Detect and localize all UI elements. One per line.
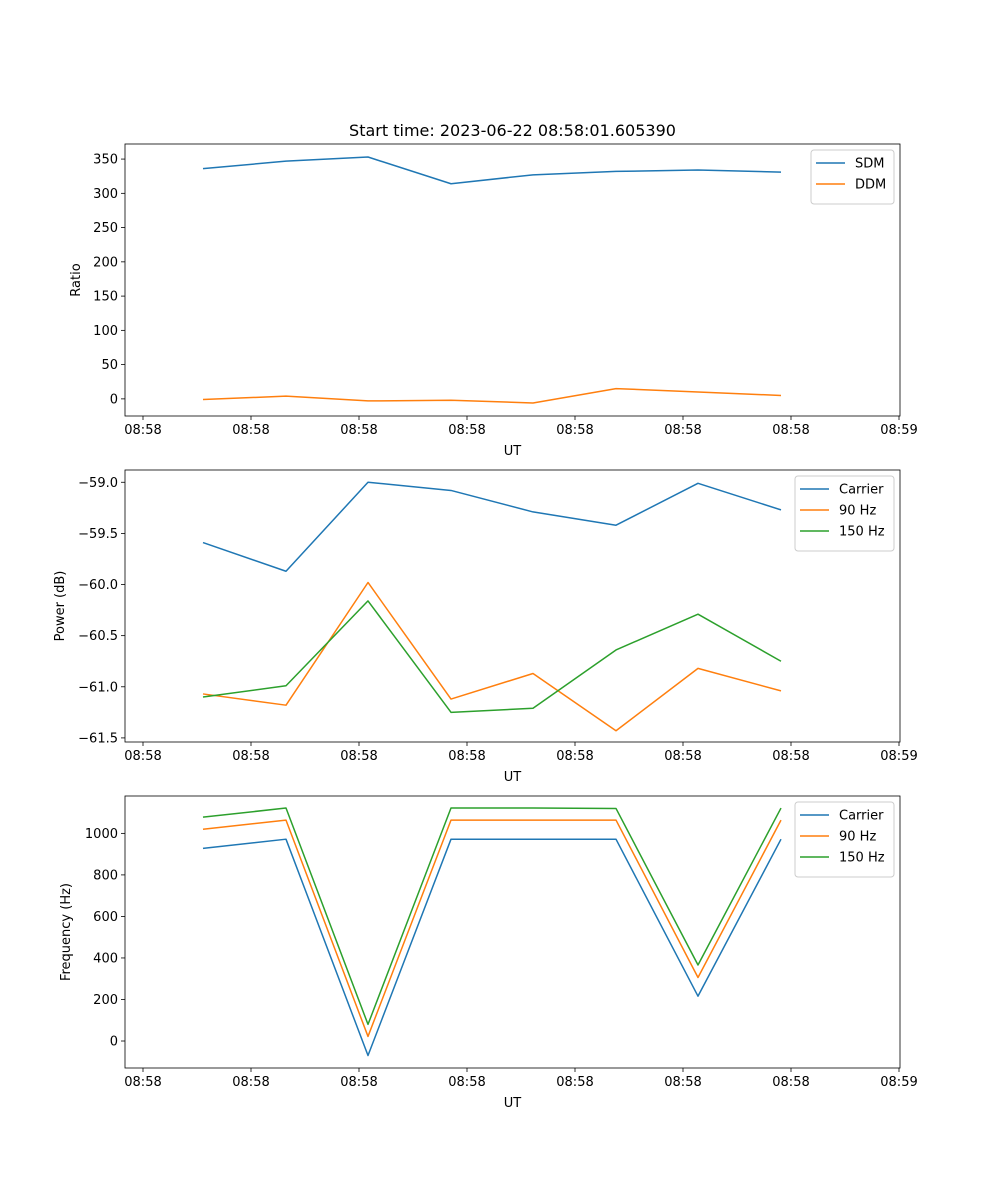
legend-box [794, 475, 895, 552]
y-tick-label: 400 [93, 951, 118, 966]
x-tick-label: 08:58 [556, 749, 593, 764]
y-tick-label: 100 [93, 324, 118, 339]
x-tick-label: 08:58 [124, 1075, 161, 1090]
y-tick-label: 300 [93, 187, 118, 202]
y-tick-label: 350 [93, 153, 118, 168]
series-line-90-hz [202, 581, 782, 732]
x-tick-label: 08:59 [880, 749, 917, 764]
y-tick-label: 250 [93, 221, 118, 236]
legend: Carrier 90 Hz 150 Hz [794, 801, 895, 878]
series-line-ddm [202, 387, 782, 404]
legend: SDM DDM [810, 149, 895, 205]
x-tick-label: 08:58 [232, 423, 269, 438]
x-tick-label: 08:58 [340, 749, 377, 764]
x-tick-label: 08:59 [880, 1075, 917, 1090]
y-tick-label: 200 [93, 993, 118, 1008]
series-line-sdm [202, 156, 782, 185]
legend-entry: DDM [855, 178, 886, 193]
chart-title: Start time: 2023-06-22 08:58:01.605390 [349, 121, 676, 140]
y-axis-label: Power (dB) [53, 571, 68, 642]
y-tick-label: 50 [101, 358, 118, 373]
series-line-carrier [202, 481, 782, 572]
x-tick-label: 08:58 [448, 423, 485, 438]
y-tick-label: 1000 [85, 827, 118, 842]
y-axis-label: Ratio [69, 263, 84, 296]
x-tick-label: 08:58 [124, 423, 161, 438]
y-tick-label: −59.5 [78, 527, 118, 542]
y-tick-label: −59.0 [78, 476, 118, 491]
panel-1: 08:58 08:58 08:58 08:58 08:58 08:58 08:58 08:59… [69, 121, 918, 459]
y-tick-label: −61.0 [78, 680, 118, 695]
x-tick-label: 08:58 [556, 423, 593, 438]
panel-3: 08:58 08:58 08:58 08:58 08:58 08:58 08:58 08:59… [59, 795, 918, 1111]
x-tick-label: 08:58 [232, 1075, 269, 1090]
y-tick-label: 600 [93, 910, 118, 925]
x-tick-label: 08:58 [340, 1075, 377, 1090]
x-tick-label: 08:58 [772, 1075, 809, 1090]
y-axis-label: Frequency (Hz) [59, 883, 74, 981]
legend-entry: Carrier [839, 483, 884, 498]
y-tick-label: −60.0 [78, 578, 118, 593]
y-tick-label: 150 [93, 290, 118, 305]
x-tick-label: 08:58 [448, 749, 485, 764]
x-tick-label: 08:58 [232, 749, 269, 764]
y-tick-label: 0 [110, 392, 118, 407]
series-line-90-hz [202, 819, 782, 1038]
x-tick-label: 08:58 [448, 1075, 485, 1090]
x-tick-label: 08:58 [772, 423, 809, 438]
x-tick-label: 08:58 [124, 749, 161, 764]
y-tick-label: 800 [93, 868, 118, 883]
legend-entry: Carrier [839, 809, 884, 824]
y-tick-label: −61.5 [78, 731, 118, 746]
panel-2: 08:58 08:58 08:58 08:58 08:58 08:58 08:58 08:59… [53, 469, 918, 785]
legend-entry: 150 Hz [839, 851, 885, 866]
axes-frame [124, 143, 901, 417]
x-axis-label: UT [504, 444, 522, 459]
y-tick-label: 0 [110, 1035, 118, 1050]
x-tick-label: 08:58 [556, 1075, 593, 1090]
x-tick-label: 08:58 [664, 749, 701, 764]
legend-entry: 90 Hz [839, 830, 876, 845]
x-tick-label: 08:58 [772, 749, 809, 764]
y-tick-label: −60.5 [78, 629, 118, 644]
legend-box [794, 801, 895, 878]
series-line-150-hz [202, 600, 782, 714]
legend-entry: 90 Hz [839, 504, 876, 519]
x-axis-label: UT [504, 1096, 522, 1111]
axes-frame [124, 469, 901, 743]
x-tick-label: 08:58 [664, 423, 701, 438]
series-line-150-hz [202, 807, 782, 1026]
y-tick-label: 200 [93, 255, 118, 270]
x-tick-label: 08:58 [664, 1075, 701, 1090]
legend-entry: 150 Hz [839, 525, 885, 540]
legend-entry: SDM [855, 157, 884, 172]
legend: Carrier 90 Hz 150 Hz [794, 475, 895, 552]
axes-frame [124, 795, 901, 1069]
x-tick-label: 08:58 [340, 423, 377, 438]
x-tick-label: 08:59 [880, 423, 917, 438]
x-axis-label: UT [504, 770, 522, 785]
series-line-carrier [202, 838, 782, 1057]
